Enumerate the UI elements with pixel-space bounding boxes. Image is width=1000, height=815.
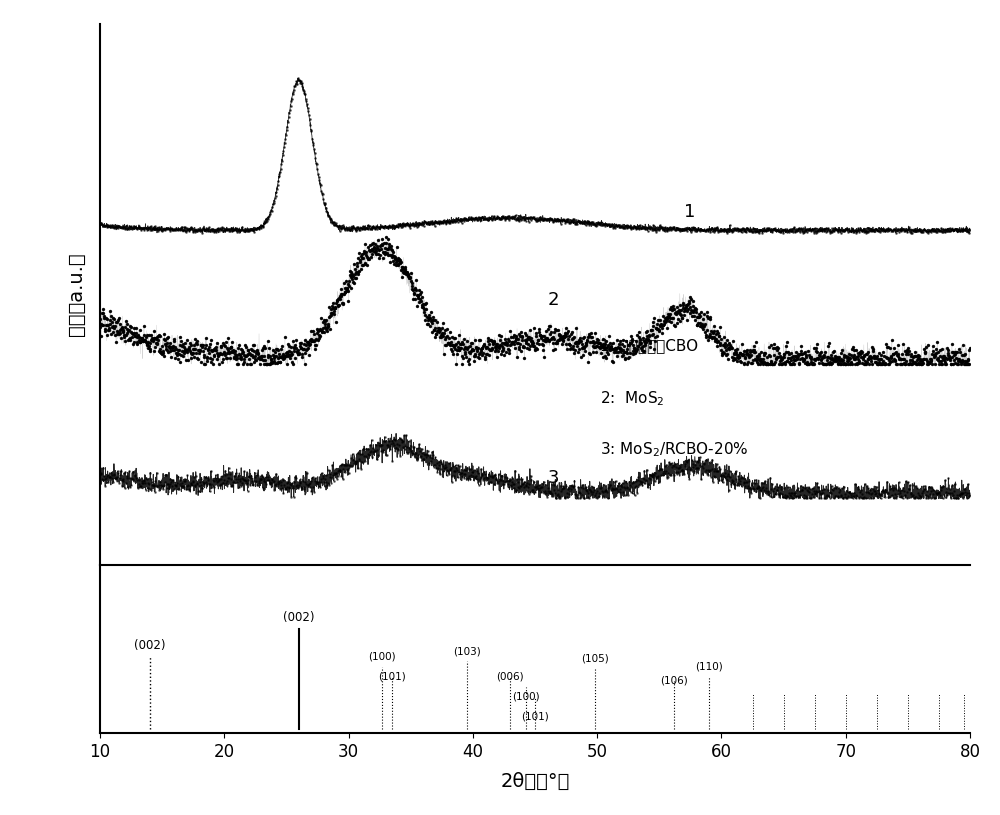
Text: 3: MoS$_2$/RCBO-20%: 3: MoS$_2$/RCBO-20% [600, 440, 749, 459]
Text: (101): (101) [378, 672, 406, 682]
Text: (002): (002) [134, 639, 165, 652]
Text: 3: 3 [547, 469, 559, 487]
Text: 2: 2 [547, 292, 559, 310]
Text: (106): (106) [660, 676, 688, 686]
Text: (103): (103) [453, 646, 481, 656]
Text: (002): (002) [283, 611, 315, 624]
Text: (100): (100) [368, 652, 396, 662]
Text: (110): (110) [695, 662, 723, 672]
Y-axis label: 强度（a.u.）: 强度（a.u.） [67, 253, 86, 337]
Text: (100): (100) [512, 692, 540, 702]
Text: (105): (105) [581, 654, 609, 664]
Text: (101): (101) [521, 711, 549, 721]
Text: 1: 低氧化度的CBO: 1: 低氧化度的CBO [600, 337, 698, 353]
Text: 2:  MoS$_2$: 2: MoS$_2$ [600, 389, 665, 408]
Text: 1: 1 [684, 204, 696, 222]
Text: (006): (006) [496, 672, 524, 682]
X-axis label: 2θ角（°Ｉ: 2θ角（°Ｉ [500, 773, 570, 791]
